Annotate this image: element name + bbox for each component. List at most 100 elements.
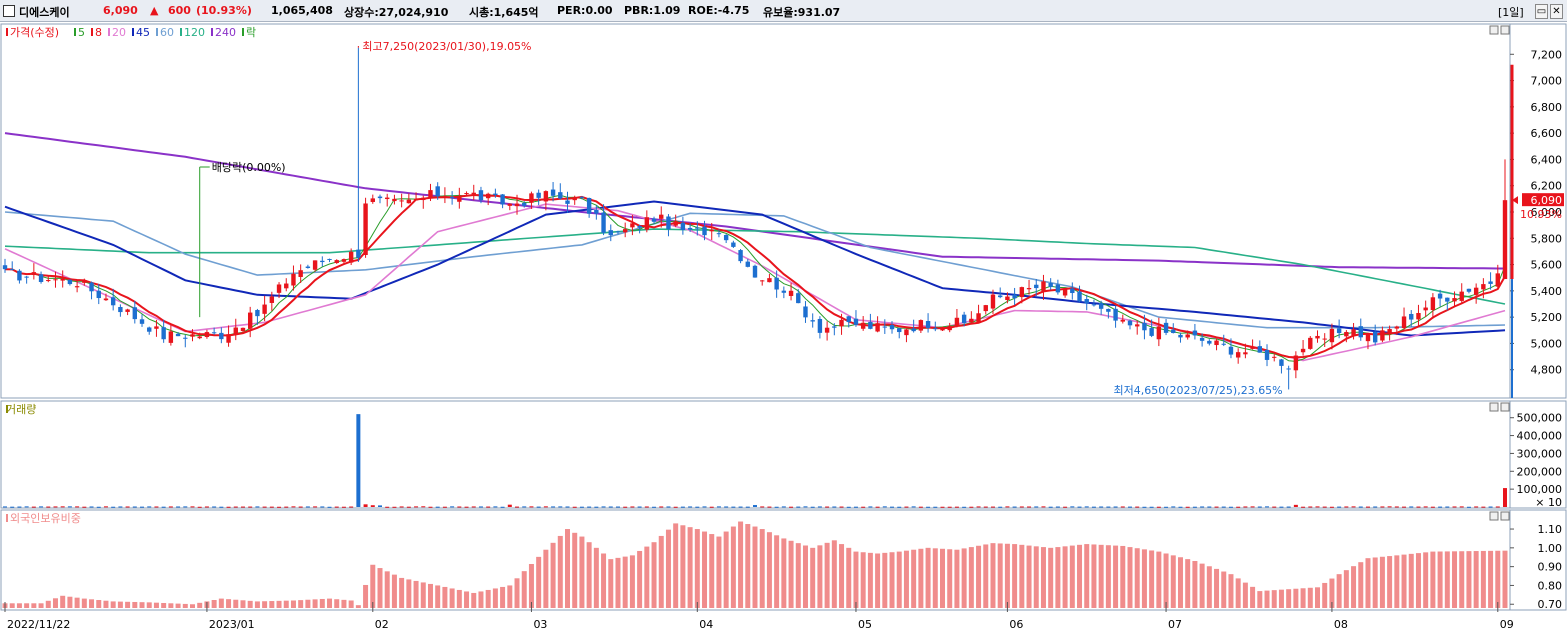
foreign-bar xyxy=(665,529,671,608)
foreign-bar xyxy=(74,597,80,608)
volume-bar xyxy=(774,506,779,508)
foreign-bar xyxy=(161,602,167,608)
volume-bar xyxy=(421,506,426,508)
volume-bar xyxy=(1416,506,1421,508)
candle-body xyxy=(1005,296,1010,300)
volume-bar xyxy=(1099,506,1104,508)
volume-bar xyxy=(637,506,642,508)
candle-body xyxy=(990,294,996,309)
foreign-ytick-label: 1.00 xyxy=(1538,542,1563,555)
foreign-bar xyxy=(514,578,520,608)
candle-body xyxy=(500,194,505,205)
foreign-bar xyxy=(579,536,585,608)
volume-bar xyxy=(226,506,231,508)
foreign-bar xyxy=(175,603,181,608)
candle-body xyxy=(1084,299,1089,304)
volume-bar xyxy=(132,506,137,508)
volume-bar xyxy=(803,506,808,508)
line-ma60 xyxy=(4,211,1506,329)
candle-body xyxy=(687,227,693,230)
period-selector[interactable]: [1일] xyxy=(1498,6,1524,19)
foreign-bar xyxy=(146,602,152,608)
candle-body xyxy=(276,284,282,293)
line-ma120 xyxy=(4,228,1506,305)
foreign-bar xyxy=(1358,562,1364,608)
volume-bar xyxy=(1135,506,1140,508)
panel-minimize-icon-2[interactable] xyxy=(1489,402,1499,412)
candle-body xyxy=(478,190,484,201)
candle-body xyxy=(1178,334,1183,338)
candle-body xyxy=(1481,284,1486,290)
candle-body xyxy=(832,326,837,328)
panel-minimize-icon-1[interactable] xyxy=(1489,25,1499,35)
low-annotation: 최저4,650(2023/07/25),23.65% xyxy=(1113,384,1282,397)
foreign-bar xyxy=(125,601,131,608)
candle-body xyxy=(341,259,347,262)
candle-body xyxy=(1495,273,1500,287)
foreign-bar xyxy=(96,600,102,608)
volume-bar xyxy=(1452,506,1457,508)
panel-maximize-icon-3[interactable] xyxy=(1500,511,1510,521)
candle-body xyxy=(211,332,217,334)
foreign-bar xyxy=(406,579,412,608)
close-button[interactable]: ✕ xyxy=(1550,4,1563,19)
panel-maximize-icon-2[interactable] xyxy=(1500,402,1510,412)
foreign-bar xyxy=(1221,571,1227,608)
foreign-bar xyxy=(1278,589,1284,608)
volume-bar xyxy=(1265,506,1270,508)
candle-body xyxy=(1135,324,1140,327)
foreign-bar xyxy=(846,547,852,608)
candle-body xyxy=(1185,334,1190,338)
volume-bar xyxy=(558,506,563,508)
volume-bar xyxy=(882,506,887,508)
foreign-bar xyxy=(1365,558,1371,608)
foreign-bar xyxy=(1062,546,1068,608)
legend-label: 8 xyxy=(95,26,102,39)
volume-bar xyxy=(810,506,815,508)
foreign-bar xyxy=(810,547,816,608)
volume-bar xyxy=(587,506,592,508)
panel-frame-1 xyxy=(0,23,1567,399)
price-ytick-label: 5,600 xyxy=(1531,259,1563,272)
candle-body xyxy=(586,197,592,214)
foreign-bar xyxy=(954,549,960,608)
volume-bar xyxy=(1358,506,1363,508)
volume-bar xyxy=(1380,506,1385,508)
x-tick-label: 02 xyxy=(375,618,389,630)
volume-bar xyxy=(1488,506,1493,508)
volume-bar xyxy=(378,505,382,507)
restore-button[interactable]: ▭ xyxy=(1535,4,1548,19)
panel-minimize-icon-3[interactable] xyxy=(1489,511,1499,521)
foreign-bar xyxy=(24,603,30,608)
candle-body xyxy=(846,316,851,323)
foreign-bar xyxy=(817,545,823,608)
x-tick-label: 09 xyxy=(1500,618,1514,630)
volume-value: 1,065,408 xyxy=(271,4,333,17)
foreign-bar xyxy=(896,551,902,608)
foreign-bar xyxy=(1315,587,1320,608)
legend-swatch xyxy=(211,28,213,36)
x-tick-label: 05 xyxy=(858,618,872,630)
foreign-bar xyxy=(860,552,866,608)
candle-body xyxy=(774,277,779,290)
foreign-bar xyxy=(1264,590,1270,608)
candle-body xyxy=(1322,338,1327,340)
volume-bar xyxy=(118,506,123,508)
volume-bar xyxy=(853,506,858,508)
foreign-bar xyxy=(831,540,837,608)
candle-body xyxy=(1308,337,1313,349)
panel-maximize-icon-1[interactable] xyxy=(1500,25,1510,35)
legend-label: 45 xyxy=(136,26,150,39)
foreign-bar xyxy=(925,547,931,608)
candle-body xyxy=(442,196,448,198)
candle-body xyxy=(1098,303,1104,309)
volume-bar xyxy=(190,506,195,508)
foreign-bar xyxy=(702,531,708,608)
foreign-bar xyxy=(1055,547,1061,608)
candle-body xyxy=(1286,368,1291,370)
volume-bar xyxy=(1286,506,1291,508)
candle-body xyxy=(947,326,952,331)
foreign-bar xyxy=(802,545,808,608)
volume-bar xyxy=(1207,506,1212,508)
select-checkbox[interactable] xyxy=(3,5,15,17)
